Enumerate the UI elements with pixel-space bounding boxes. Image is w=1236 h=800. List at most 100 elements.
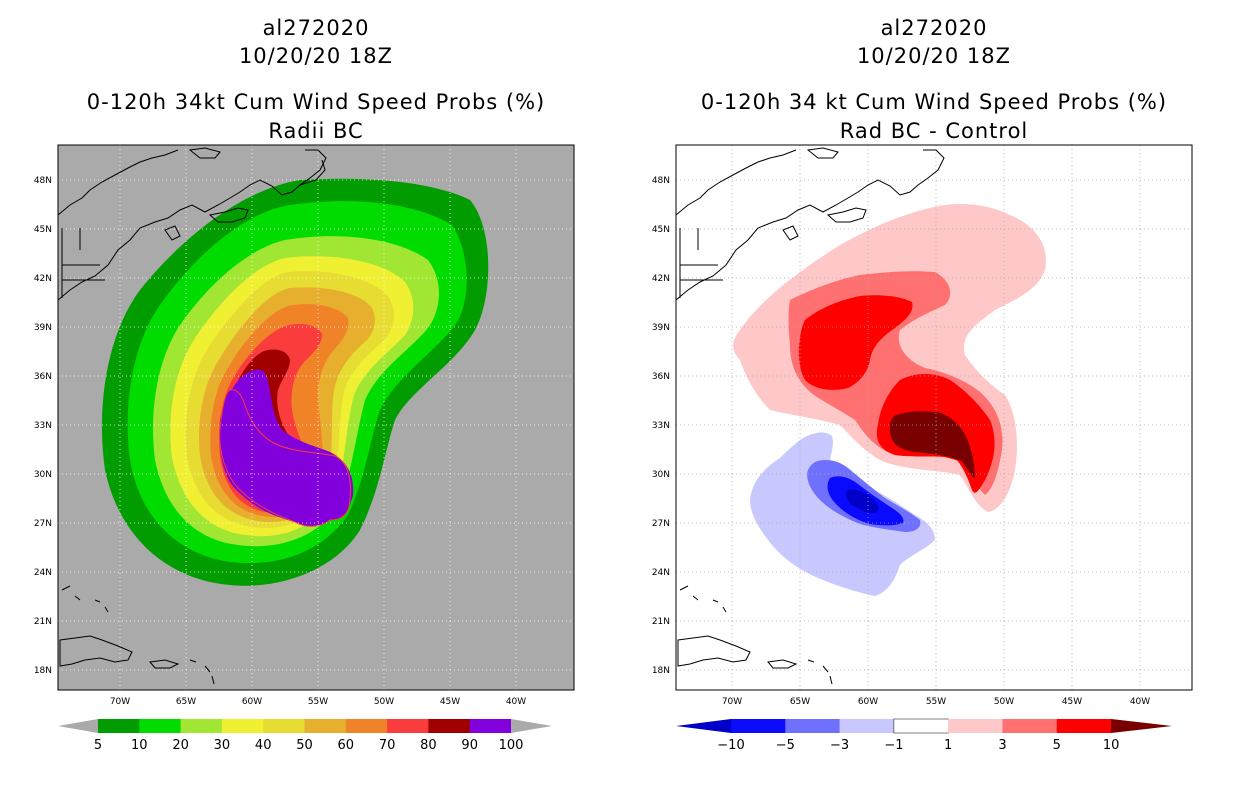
left-subtitle: Radii BC bbox=[268, 119, 364, 143]
left-lon-label: 45W bbox=[440, 697, 460, 707]
left-colorbar: 5 10 20 30 40 50 60 70 80 90 100 bbox=[58, 719, 552, 753]
colorbar-label: 40 bbox=[255, 738, 272, 753]
colorbar-end-high bbox=[511, 719, 552, 733]
colorbar-swatch bbox=[469, 719, 512, 733]
right-lat-label: 21N bbox=[652, 617, 670, 627]
colorbar-label: −1 bbox=[884, 738, 903, 753]
right-lat-label: 18N bbox=[652, 666, 670, 676]
left-coastlines bbox=[58, 147, 327, 685]
left-lat-label: 48N bbox=[34, 176, 52, 186]
right-lon-label: 70W bbox=[722, 697, 742, 707]
colorbar-swatch bbox=[1002, 719, 1058, 733]
colorbar-label: 50 bbox=[296, 738, 313, 753]
colorbar-end-high bbox=[1111, 719, 1172, 733]
colorbar-swatch bbox=[263, 719, 305, 733]
colorbar-swatch bbox=[839, 719, 895, 733]
right-lat-label: 33N bbox=[652, 421, 670, 431]
left-lon-label: 50W bbox=[374, 697, 394, 707]
colorbar-label: 70 bbox=[379, 738, 396, 753]
colorbar-swatch bbox=[139, 719, 182, 733]
colorbar-swatch bbox=[731, 719, 786, 733]
left-lon-label: 65W bbox=[176, 697, 196, 707]
colorbar-swatch bbox=[304, 719, 347, 733]
right-lon-label: 65W bbox=[790, 697, 810, 707]
colorbar-label: −5 bbox=[776, 738, 795, 753]
left-map-frame bbox=[57, 144, 575, 691]
right-lat-label: 27N bbox=[652, 519, 670, 529]
right-lat-label: 42N bbox=[652, 274, 670, 284]
colorbar-swatch bbox=[387, 719, 429, 733]
colorbar-label: 30 bbox=[214, 738, 231, 753]
colorbar-label: 5 bbox=[1053, 738, 1061, 753]
left-lon-label: 40W bbox=[506, 697, 526, 707]
contour-pos-10 bbox=[888, 410, 976, 482]
left-lat-label: 42N bbox=[34, 274, 52, 284]
right-difference-contours bbox=[733, 204, 1046, 596]
contour-100 bbox=[219, 389, 351, 527]
colorbar-swatch bbox=[180, 719, 223, 733]
left-storm-id: al272020 bbox=[262, 16, 370, 40]
colorbar-swatch bbox=[98, 719, 140, 733]
left-lat-label: 30N bbox=[34, 470, 52, 480]
colorbar-label: 10 bbox=[131, 738, 148, 753]
right-lat-label: 45N bbox=[652, 225, 670, 235]
left-lat-label: 36N bbox=[34, 372, 52, 382]
left-lat-label: 33N bbox=[34, 421, 52, 431]
colorbar-label: 20 bbox=[172, 738, 189, 753]
right-map-frame bbox=[675, 144, 1193, 691]
left-lat-label: 39N bbox=[34, 323, 52, 333]
left-map-panel: 70W 65W 60W 55W 50W 45W 40W 48N 45N 42N … bbox=[34, 144, 575, 753]
colorbar-label: 1 bbox=[944, 738, 952, 753]
colorbar-label: −10 bbox=[717, 738, 744, 753]
right-grid bbox=[676, 145, 1192, 690]
right-map-panel: 70W 65W 60W 55W 50W 45W 40W 48N 45N 42N … bbox=[652, 144, 1193, 753]
colorbar-end-low bbox=[676, 719, 731, 733]
left-lat-label: 24N bbox=[34, 568, 52, 578]
right-lat-label: 30N bbox=[652, 470, 670, 480]
colorbar-swatch bbox=[345, 719, 388, 733]
colorbar-end-low bbox=[58, 719, 98, 733]
colorbar-swatch bbox=[893, 718, 949, 734]
colorbar-label: 100 bbox=[499, 738, 524, 753]
left-lon-label: 55W bbox=[308, 697, 328, 707]
left-datetime: 10/20/20 18Z bbox=[238, 44, 394, 68]
left-lon-label: 70W bbox=[110, 697, 130, 707]
colorbar-label: 10 bbox=[1103, 738, 1120, 753]
right-lat-label: 48N bbox=[652, 176, 670, 186]
left-grid bbox=[58, 145, 574, 690]
colorbar-swatch bbox=[1056, 719, 1112, 733]
colorbar-label: 90 bbox=[461, 738, 478, 753]
colorbar-label: 5 bbox=[94, 738, 102, 753]
right-lat-label: 24N bbox=[652, 568, 670, 578]
right-lon-label: 55W bbox=[926, 697, 946, 707]
colorbar-label: 60 bbox=[338, 738, 355, 753]
right-subtitle: Rad BC - Control bbox=[839, 119, 1029, 143]
right-storm-id: al272020 bbox=[880, 16, 988, 40]
right-lat-label: 39N bbox=[652, 323, 670, 333]
right-coastlines bbox=[676, 147, 945, 685]
left-axis-labels: 70W 65W 60W 55W 50W 45W 40W 48N 45N 42N … bbox=[34, 176, 526, 707]
right-lat-label: 36N bbox=[652, 372, 670, 382]
colorbar-label: −3 bbox=[830, 738, 849, 753]
left-lat-label: 21N bbox=[34, 617, 52, 627]
colorbar-label: 80 bbox=[420, 738, 437, 753]
right-lon-label: 50W bbox=[994, 697, 1014, 707]
right-title: 0-120h 34 kt Cum Wind Speed Probs (%) bbox=[700, 90, 1168, 114]
right-lon-label: 45W bbox=[1062, 697, 1082, 707]
colorbar-swatch bbox=[785, 719, 841, 733]
left-lat-label: 27N bbox=[34, 519, 52, 529]
right-colorbar: −10 −5 −3 −1 1 3 5 10 bbox=[676, 718, 1172, 753]
colorbar-swatch bbox=[221, 719, 264, 733]
left-probability-contours bbox=[101, 178, 489, 586]
right-datetime: 10/20/20 18Z bbox=[856, 44, 1012, 68]
right-axis-labels: 70W 65W 60W 55W 50W 45W 40W 48N 45N 42N … bbox=[652, 176, 1150, 707]
right-lon-label: 40W bbox=[1130, 697, 1150, 707]
colorbar-swatch bbox=[428, 719, 471, 733]
colorbar-label: 3 bbox=[998, 738, 1006, 753]
contour-neg-10 bbox=[845, 489, 879, 514]
left-lon-label: 60W bbox=[242, 697, 262, 707]
left-lat-label: 18N bbox=[34, 666, 52, 676]
colorbar-swatch bbox=[948, 719, 1003, 733]
right-lon-label: 60W bbox=[858, 697, 878, 707]
